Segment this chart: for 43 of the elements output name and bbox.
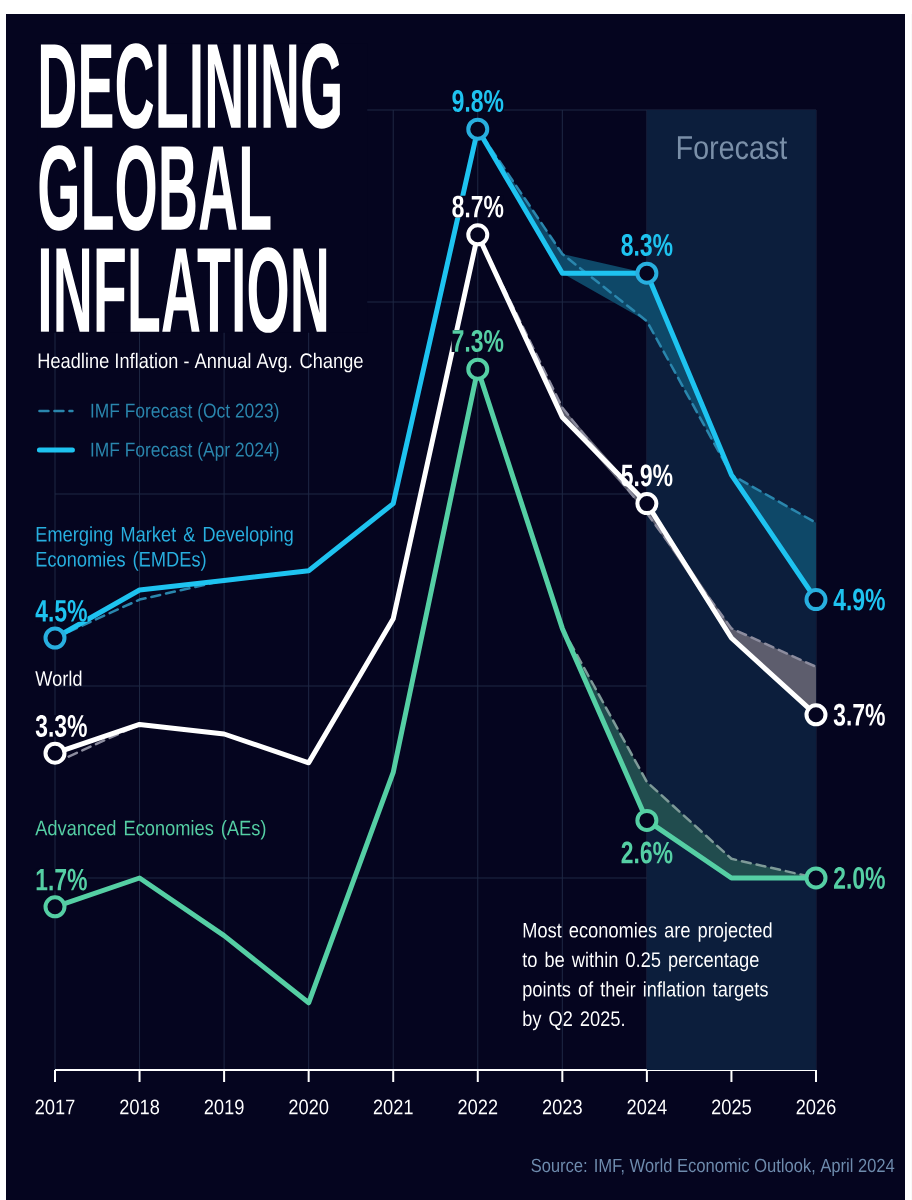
text: Headline Inflation - Annual Avg. Change [38, 352, 363, 373]
x-tick-label: 2019 [204, 1099, 244, 1115]
point [635, 261, 659, 285]
data-label: 3.3% [35, 715, 87, 737]
text: Emerging Market & Developing Economies (EMDEs) [36, 526, 293, 571]
x-tick-label: 2022 [458, 1099, 498, 1115]
x-tick-label: 2017 [35, 1099, 75, 1115]
x-tick-label: 2025 [712, 1099, 751, 1115]
data-label: 4.9% [833, 588, 885, 611]
point [635, 808, 659, 832]
data-label: 8.3% [621, 234, 673, 256]
point [804, 703, 828, 727]
band-label: Forecast [677, 136, 788, 160]
data-label: 2.6% [621, 841, 673, 864]
data-label: 2.0% [833, 867, 885, 889]
point [466, 357, 490, 381]
data-label: 8.7% [452, 195, 504, 218]
data-label: 4.5% [35, 599, 87, 622]
x-tick-label: 2026 [796, 1099, 836, 1115]
point [43, 626, 67, 650]
x-tick-label: 2018 [120, 1099, 160, 1115]
point [804, 588, 828, 612]
annotation: Most economies are projected to be within 0.25 percentage points of their inflation targets by Q2 2025. [522, 922, 772, 1031]
data-label: 7.3% [452, 330, 504, 352]
x-tick-label: 2020 [289, 1099, 329, 1115]
data-label: 1.7% [36, 868, 87, 891]
legend-label: IMF Forecast (Oct 2023) [91, 403, 279, 422]
x-tick-label: 2024 [627, 1099, 667, 1115]
legend-label: IMF Forecast (Apr 2024) [91, 442, 279, 461]
point [43, 895, 67, 919]
point [43, 741, 67, 765]
x-tick-label: 2023 [542, 1099, 582, 1115]
data-label: 3.7% [833, 703, 885, 726]
data-label: 9.8% [452, 90, 504, 112]
x-tick-label: 2021 [373, 1099, 413, 1115]
point [466, 117, 490, 141]
text: World [35, 670, 82, 686]
point [635, 492, 659, 516]
source-note: Source: IMF, World Economic Outlook, April 2024 [531, 1158, 895, 1176]
point [804, 866, 828, 890]
point [466, 223, 490, 247]
chart-title: DECLINING GLOBAL INFLATION [39, 43, 340, 333]
text: Advanced Economies (AEs) [35, 820, 266, 840]
